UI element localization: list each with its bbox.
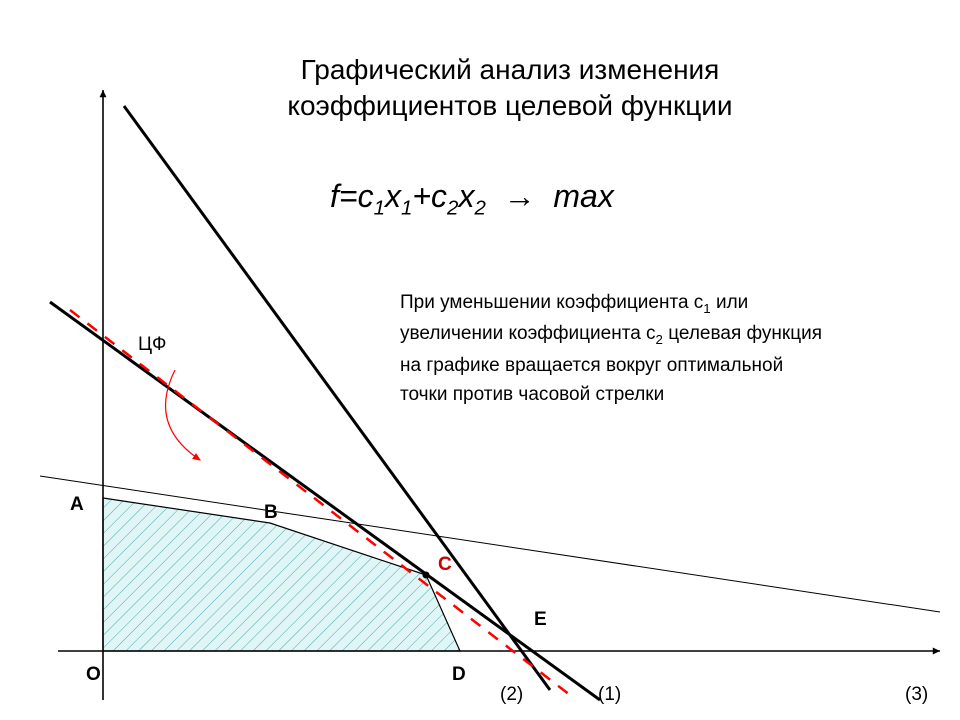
point-C	[423, 572, 430, 579]
diagram-root: { "canvas": { "width": 960, "height": 72…	[0, 0, 960, 720]
label-TsF: ЦФ	[138, 334, 167, 355]
feasible-region	[103, 498, 460, 651]
label-l2: (2)	[500, 684, 523, 705]
label-A: A	[70, 494, 84, 515]
label-C: C	[438, 554, 452, 575]
label-O: O	[86, 664, 101, 685]
label-l1: (1)	[598, 684, 621, 705]
label-l3: (3)	[905, 684, 928, 705]
label-E: E	[534, 609, 547, 630]
rotation-arc	[166, 370, 200, 460]
lp-diagram: ЦФ A B C E O D (2) (1) (3)	[0, 0, 960, 720]
label-D: D	[452, 664, 466, 685]
label-B: B	[264, 502, 278, 523]
